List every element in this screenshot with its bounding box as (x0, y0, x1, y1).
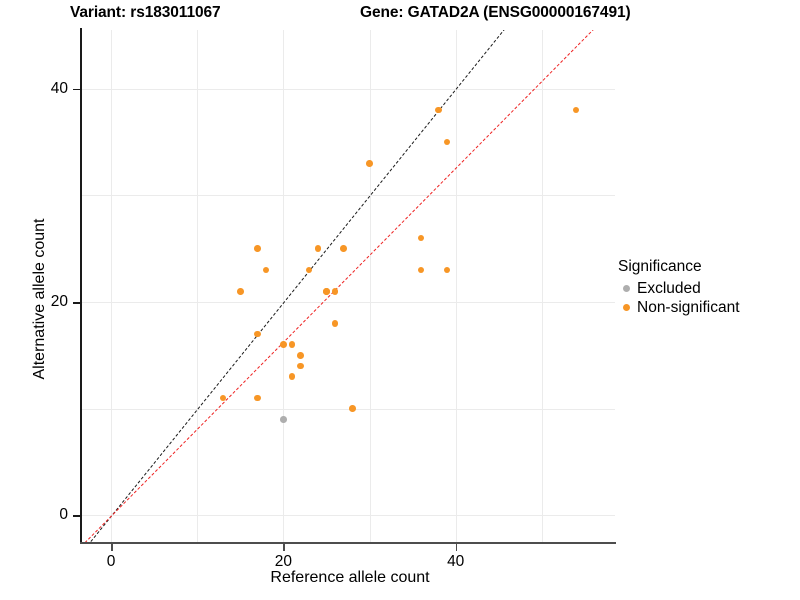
y-tick-mark (73, 515, 81, 517)
legend-dot-icon (623, 304, 630, 311)
data-point (219, 394, 227, 402)
data-point (262, 266, 270, 274)
legend-item-label: Non-significant (637, 298, 740, 316)
x-tick-label: 40 (447, 553, 465, 570)
gridline-horizontal-minor (81, 408, 615, 410)
data-point (297, 362, 304, 370)
data-point (331, 320, 339, 327)
legend: Significance Excluded Non-significant (618, 258, 798, 317)
gridline-vertical (111, 30, 113, 542)
data-point (280, 341, 287, 348)
x-tick-mark (455, 544, 458, 551)
legend-entries: Excluded Non-significant (618, 279, 798, 317)
gridline-vertical (455, 30, 457, 542)
x-axis-title: Reference allele count (270, 569, 430, 586)
data-point (314, 245, 322, 252)
legend-item-non-significant: Non-significant (618, 298, 798, 317)
y-axis-line (80, 28, 82, 544)
gridline-horizontal (81, 88, 615, 90)
variant-title: Variant: rs183011067 (70, 4, 221, 21)
data-point (280, 416, 287, 423)
x-tick-label: 20 (274, 553, 293, 570)
data-point (417, 234, 425, 242)
data-point (340, 245, 347, 252)
data-point (331, 288, 339, 295)
x-tick-mark (111, 544, 113, 551)
legend-item-excluded: Excluded (618, 279, 798, 298)
data-point (572, 106, 580, 114)
gridline-vertical-minor (197, 30, 199, 542)
plot-panel (81, 30, 615, 542)
gridline-horizontal-minor (81, 195, 615, 197)
gridline-vertical-minor (541, 30, 543, 542)
x-tick-label: 0 (106, 553, 116, 570)
gridline-horizontal (81, 302, 615, 303)
y-tick-label: 40 (50, 79, 68, 97)
legend-item-label: Excluded (637, 279, 701, 297)
gridline-horizontal (81, 515, 615, 517)
data-point (254, 245, 261, 252)
y-tick-label: 20 (50, 293, 68, 310)
y-axis-title: Alternative allele count (31, 218, 48, 380)
data-point (237, 288, 244, 295)
gridline-vertical (283, 30, 285, 542)
legend-dot-icon (623, 285, 630, 292)
data-point (417, 266, 425, 274)
data-point (254, 330, 261, 338)
y-tick-label: 0 (59, 506, 68, 524)
legend-swatch (618, 285, 635, 292)
data-point (288, 341, 296, 348)
data-point (254, 394, 261, 402)
data-point (288, 373, 296, 380)
data-point (349, 405, 356, 412)
x-tick-mark (283, 544, 285, 551)
x-axis-line (80, 542, 616, 544)
y-tick-mark (73, 88, 81, 91)
data-point (443, 138, 451, 146)
gene-title: Gene: GATAD2A (ENSG00000167491) (360, 4, 631, 21)
gridline-vertical-minor (369, 30, 371, 542)
data-point (443, 266, 451, 274)
legend-swatch (618, 304, 635, 311)
data-point (305, 266, 313, 274)
data-point (297, 352, 304, 359)
data-point (366, 160, 373, 167)
fit-line (81, 30, 615, 542)
data-point (323, 288, 330, 295)
data-point (435, 106, 442, 114)
legend-title: Significance (618, 258, 702, 275)
y-tick-mark (73, 302, 81, 304)
